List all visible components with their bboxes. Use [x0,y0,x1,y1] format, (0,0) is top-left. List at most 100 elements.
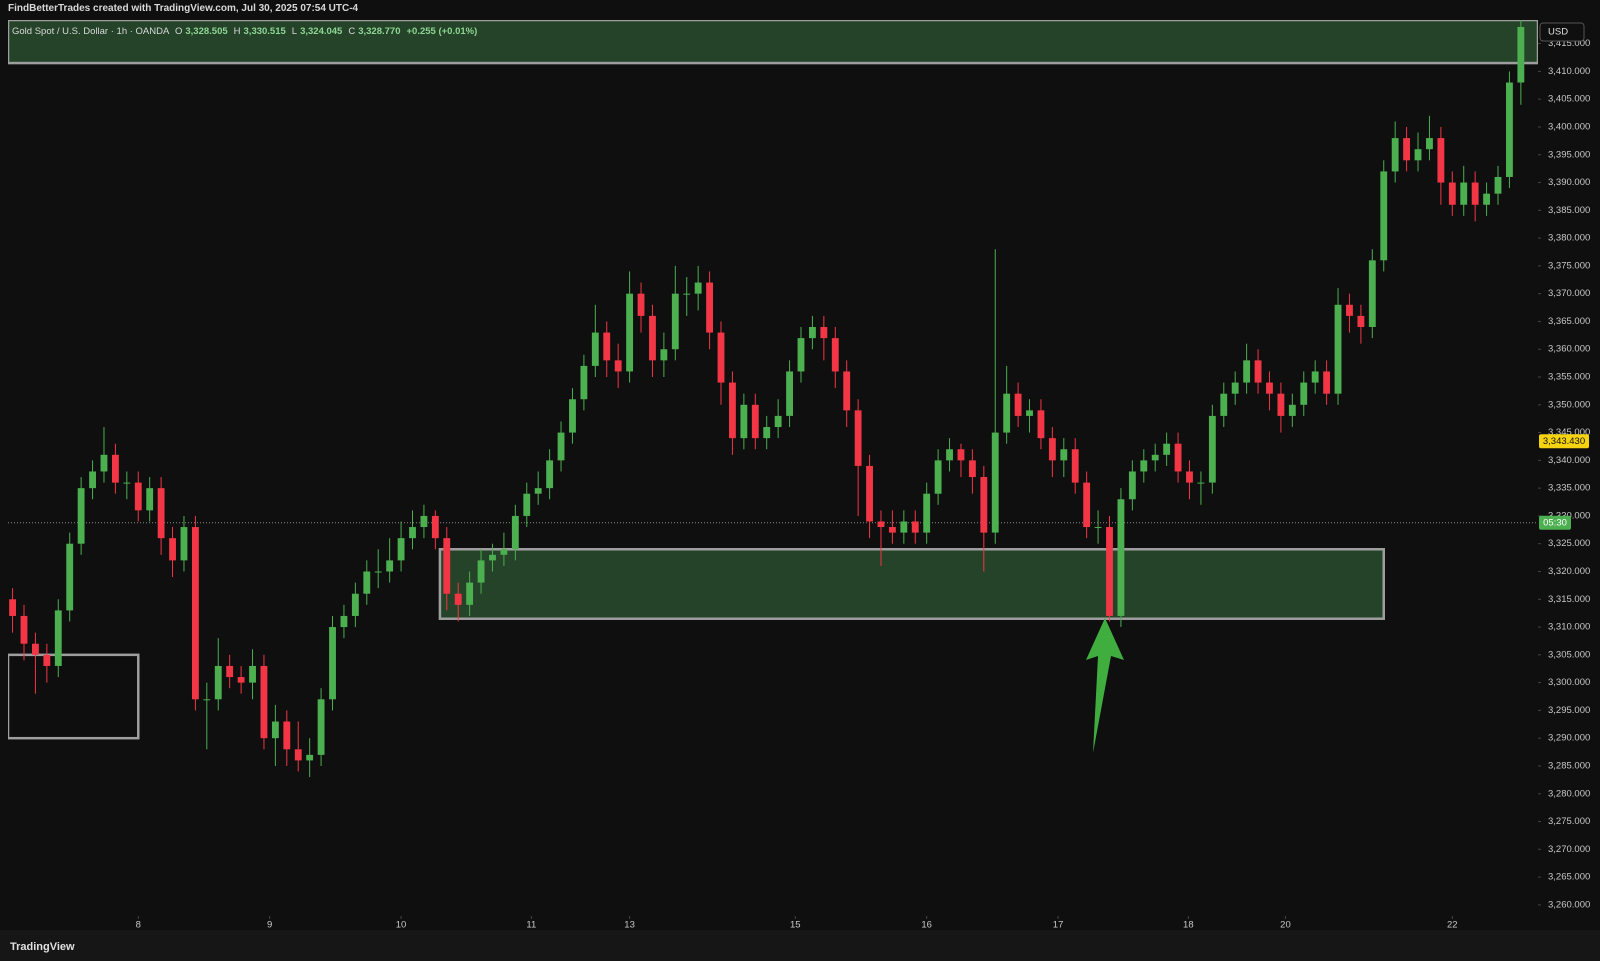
candle-body [866,465,873,522]
candle-body [20,615,28,644]
candle-body [409,527,416,539]
candle-body [717,332,725,383]
y-tick-label: 3,355.000 [1548,372,1590,383]
candle-body [237,677,245,683]
y-tick-label: 3,325.000 [1548,538,1590,549]
candle-body [1300,382,1308,405]
y-tick-label: 3,290.000 [1548,733,1590,744]
x-tick-label: 8 [136,920,141,931]
candle-body [477,560,485,583]
candle-body [934,460,942,494]
y-tick-label: 3,265.000 [1548,872,1590,883]
candle-body [546,460,554,489]
candle-body [43,654,51,666]
candle-body [888,527,896,533]
candle-body [1334,304,1342,394]
candle-body [911,521,919,533]
candle-body [134,482,142,511]
ohlc-value: 3,328.505 [185,26,228,37]
y-tick-label: 3,365.000 [1548,316,1590,327]
candle-body [1380,171,1388,261]
y-tick-label: 3,370.000 [1548,288,1590,299]
y-tick-label: 3,345.000 [1548,427,1590,438]
price-marker-label: 3,343.430 [1543,436,1585,447]
candle-body [763,427,771,439]
x-tick-label: 13 [624,920,635,931]
candle-body [786,371,793,416]
candle-body [1026,410,1033,416]
candle-body [1071,449,1079,483]
candle-body [831,338,839,372]
candle-body [1083,482,1091,528]
candle-body [191,527,199,700]
candle-body [1448,182,1456,205]
candle-body [420,515,428,528]
y-tick-label: 3,280.000 [1548,788,1590,799]
symbol: Gold Spot / U.S. Dollar · 1h · OANDA [12,26,170,37]
candle-body [283,721,291,750]
zone [8,20,1538,65]
candle-body [249,665,256,683]
candle-body [1060,449,1068,461]
candle-body [1288,404,1296,416]
candle-body [900,521,908,533]
brand: TradingView [10,941,75,953]
candle-body [454,593,462,605]
price-marker-bg [1539,434,1589,449]
y-tick-label: 3,340.000 [1548,455,1590,466]
y-tick-label: 3,295.000 [1548,705,1590,716]
candle-body [614,360,622,372]
candle-body [729,382,736,439]
candle-body [1391,138,1399,172]
candle-body [1174,443,1182,472]
candle-body [511,515,519,550]
y-tick-label: 3,395.000 [1548,149,1590,160]
candle-body [1311,371,1319,383]
candle-body [77,488,85,544]
candle-body [1048,438,1056,461]
candle-body [111,454,119,483]
candle-body [1266,382,1273,394]
candle-body [1163,443,1171,455]
x-tick-label: 17 [1053,920,1064,931]
y-tick-label: 3,260.000 [1548,899,1590,910]
candle-body [649,315,656,361]
candle-body [557,432,565,461]
candle-body [1357,315,1365,328]
candle-body [774,415,782,428]
candle-body [740,404,748,439]
candle-body [1517,26,1525,83]
y-tick-label: 3,315.000 [1548,594,1590,605]
candle-body [1403,138,1411,161]
x-tick-label: 20 [1280,920,1291,931]
candle-body [923,493,931,533]
y-tick-label: 3,400.000 [1548,121,1590,132]
y-tick-label: 3,275.000 [1548,816,1590,827]
candle-body [1094,527,1102,529]
candle-body [180,527,188,561]
candle-body [980,477,988,533]
candle-body [1208,415,1216,483]
attribution: FindBetterTrades created with TradingVie… [8,3,359,14]
plot-area [8,20,1538,778]
candle-body [260,665,268,739]
y-tick-label: 3,375.000 [1548,260,1590,271]
ohlc-key: C [348,26,356,37]
currency: USD [1548,27,1568,38]
candle-body [626,293,634,372]
candle-body [694,282,702,294]
footer-bar [0,930,1600,961]
candle-body [54,610,62,666]
ohlc-value: 3,328.770 [358,26,401,37]
candle-body [751,404,759,439]
x-tick-label: 18 [1183,920,1194,931]
y-tick-label: 3,320.000 [1548,566,1590,577]
price-line-label: 05:30 [1543,517,1567,528]
candle-body [123,482,131,484]
legend: Gold Spot / U.S. Dollar · 1h · OANDA O 3,… [12,26,480,37]
candle-body [1117,499,1125,616]
candle-body [683,293,691,295]
candle-body [100,454,108,472]
candle-body [1243,360,1251,383]
candle-body [1106,527,1113,616]
